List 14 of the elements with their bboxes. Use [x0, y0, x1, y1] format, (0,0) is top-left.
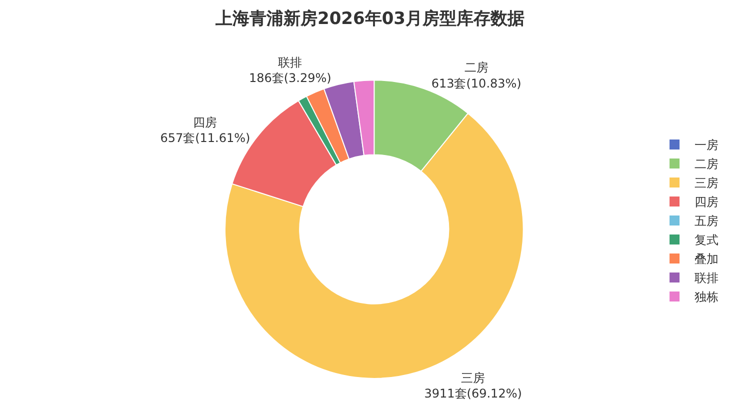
data-label: 联排 186套(3.29%)	[248, 56, 332, 86]
legend-label: 一房	[694, 138, 719, 152]
chart-title: 上海青浦新房2026年03月房型库存数据	[214, 9, 524, 30]
legend-label: 五房	[694, 214, 719, 228]
legend-label: 四房	[694, 195, 719, 210]
data-label: 三房 3911套(69.12%)	[424, 370, 522, 401]
legend-label: 三房	[694, 176, 719, 190]
legend-label: 独栋	[694, 290, 719, 304]
data-label: 四房 657套(11.61%)	[160, 116, 250, 146]
legend-label: 二房	[694, 157, 719, 172]
legend-label: 复式	[694, 233, 719, 248]
legend-label: 叠加	[694, 252, 719, 266]
data-label: 二房 613套(10.83%)	[431, 60, 522, 90]
legend-label: 联排	[694, 271, 719, 286]
